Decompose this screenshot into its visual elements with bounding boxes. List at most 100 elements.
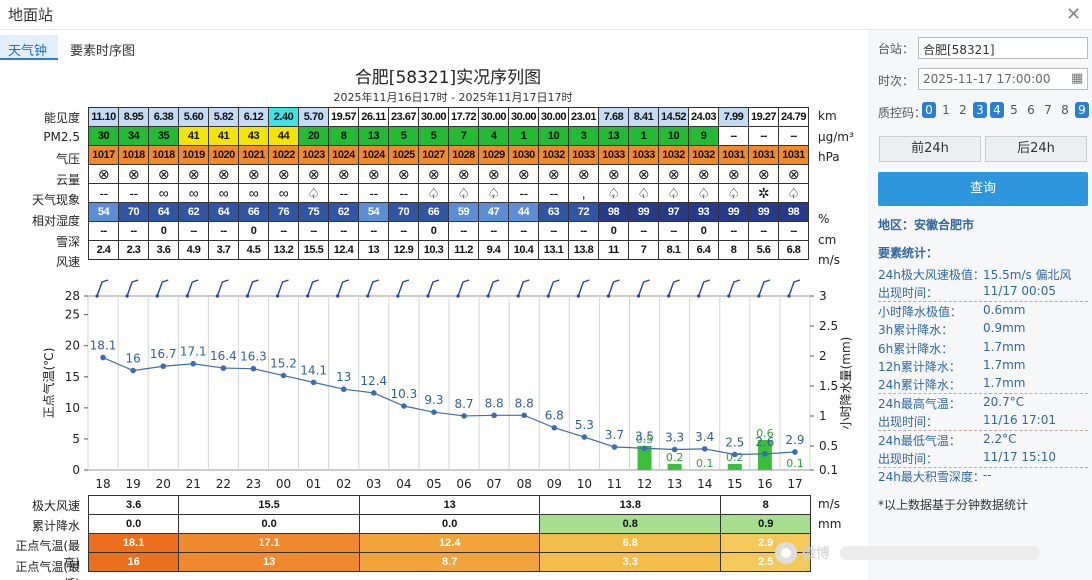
summary-cell: 13.8 — [539, 495, 722, 515]
stat-key: 出现时间： — [878, 452, 939, 466]
wind-barb-icon — [487, 279, 500, 297]
stats-title: 要素统计： — [878, 246, 939, 260]
qc-code-6[interactable]: 6 — [1027, 103, 1035, 117]
x-tick-label: 18 — [95, 477, 110, 491]
obs-cell: ∞ — [268, 183, 299, 203]
temperature-label: 2.9 — [785, 433, 804, 447]
summary-table: 3.6 15.5 13 13.8 8 0.0 0.0 0.0 0.8 0.9 18.1 17.1 12.… — [87, 495, 812, 572]
obs-cell: 99 — [748, 202, 779, 222]
prev-24h-button[interactable]: 前24h — [879, 136, 981, 162]
temperature-point — [401, 403, 407, 409]
obs-cell: 7 — [628, 240, 659, 260]
obs-cell: 13.1 — [538, 240, 569, 260]
x-tick-label: 06 — [456, 477, 471, 491]
obs-cell: 12.9 — [388, 240, 419, 260]
temperature-point — [431, 409, 437, 416]
qc-code-4[interactable]: 4 — [990, 102, 1004, 118]
obs-cell: 26.11 — [358, 107, 389, 127]
temperature-point — [461, 413, 467, 419]
summary-cell: 17.1 — [178, 533, 360, 553]
obs-cell: ⊗ — [688, 164, 719, 184]
obs-cell: ⊗ — [418, 164, 449, 184]
obs-cell: 6.8 — [778, 240, 809, 260]
obs-cell: -- — [538, 221, 569, 241]
obs-cell: 6.12 — [238, 107, 269, 127]
qc-code-7[interactable]: 7 — [1044, 103, 1052, 117]
summary-label: 累计降水 — [31, 519, 80, 534]
temperature-point — [340, 386, 347, 393]
calendar-icon[interactable]: ▦ — [1071, 71, 1084, 86]
temperature-label: 12.4 — [360, 374, 387, 388]
station-input[interactable]: 合肥[58321] — [918, 37, 1088, 59]
obs-cell: ⊗ — [628, 164, 659, 184]
wind-barb-dot — [336, 294, 340, 298]
obs-cell: 23.67 — [388, 107, 419, 127]
obs-cell: 30.00 — [508, 107, 539, 127]
row-label: 气压 — [55, 152, 80, 167]
obs-cell: -- — [388, 221, 419, 241]
obs-cell: 47 — [478, 202, 509, 222]
temperature-label: 3.5 — [635, 429, 654, 443]
obs-cell: -- — [268, 221, 299, 241]
x-tick-label: 16 — [757, 477, 772, 491]
qc-code-9[interactable]: 9 — [1075, 102, 1089, 118]
stat-value: 15.5m/s 偏北风 — [983, 268, 1072, 282]
time-input[interactable]: 2025-11-17 17:00:00 ▦ — [918, 68, 1088, 90]
qc-code-2[interactable]: 2 — [959, 103, 967, 117]
obs-cell: 1025 — [388, 145, 419, 165]
obs-cell: 24.03 — [688, 107, 719, 127]
obs-cell: -- — [298, 221, 329, 241]
stat-key: 出现时间： — [878, 286, 939, 301]
row-unit: μg/m³ — [818, 129, 854, 144]
stat-key: 小时降水极值： — [878, 304, 963, 319]
obs-cell: ⊗ — [778, 164, 809, 184]
obs-cell: 64 — [208, 202, 239, 222]
y2-tick-label: 3 — [819, 289, 827, 303]
close-icon[interactable]: ✕ — [1066, 4, 1082, 24]
next-24h-button[interactable]: 后24h — [985, 136, 1087, 162]
obs-cell: 1033 — [598, 145, 629, 165]
obs-cell: ⊗ — [298, 164, 329, 184]
y2-tick-label: 2 — [819, 349, 827, 363]
obs-row: 30 34 35 41 41 43 44 20 8 13 5 5 7 4 1 10 3 13 1 10 9 -- -- -- — [88, 126, 809, 146]
tab-weather-clock[interactable]: 天气钟 — [0, 35, 58, 60]
stat-key: 24h极大风速极值： — [878, 268, 985, 282]
tab-element-series[interactable]: 要素时序图 — [70, 44, 136, 59]
station-label: 台站： — [878, 42, 915, 56]
qc-code-1[interactable]: 1 — [942, 103, 950, 117]
obs-cell: 4 — [478, 126, 509, 146]
observation-table: 11.10 8.95 6.38 5.60 5.82 6.12 2.40 5.70 19.57 26… — [88, 107, 809, 260]
obs-cell: 4.5 — [238, 240, 269, 260]
wind-barb-dot — [757, 294, 761, 298]
obs-cell: 13 — [358, 126, 389, 146]
qc-code-3[interactable]: 3 — [973, 102, 987, 118]
obs-cell: ⊗ — [208, 164, 239, 184]
obs-cell: -- — [328, 183, 359, 203]
wind-barb-icon — [577, 279, 590, 297]
obs-cell: 59 — [448, 202, 479, 222]
temperature-label: 5.3 — [575, 418, 594, 432]
qc-code-8[interactable]: 8 — [1061, 103, 1069, 117]
query-button[interactable]: 查询 — [878, 172, 1088, 206]
wind-barb-dot — [95, 294, 99, 298]
qc-code-0[interactable]: 0 — [922, 102, 936, 118]
obs-cell: 30 — [88, 126, 119, 146]
obs-cell: 54 — [358, 202, 389, 222]
obs-cell: -- — [778, 221, 809, 241]
temperature-point — [491, 412, 497, 419]
obs-cell: 93 — [688, 202, 719, 222]
row-label: 天气现象 — [31, 193, 80, 208]
window-title: 地面站 — [8, 6, 54, 24]
temperature-point — [310, 379, 317, 386]
stat-value: 2.2°C — [983, 431, 1017, 446]
stat-value: 1.7mm — [983, 376, 1026, 391]
qc-code-5[interactable]: 5 — [1010, 103, 1018, 117]
obs-cell: ⊗ — [538, 164, 569, 184]
obs-cell: 7.68 — [598, 107, 629, 127]
temperature-label: 18.1 — [90, 339, 117, 353]
wind-barb-icon — [667, 279, 680, 297]
obs-cell: 12.4 — [328, 240, 359, 260]
x-tick-label: 00 — [276, 477, 291, 491]
wind-barb-dot — [366, 294, 370, 298]
temperature-label: 3.4 — [695, 430, 714, 444]
